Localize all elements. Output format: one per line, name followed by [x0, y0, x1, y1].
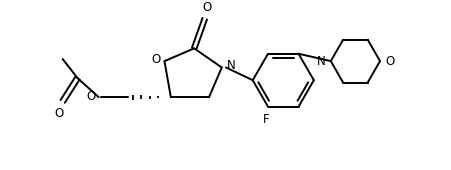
- Text: O: O: [152, 53, 161, 66]
- Text: O: O: [86, 90, 96, 103]
- Text: F: F: [262, 113, 269, 126]
- Text: O: O: [55, 107, 64, 120]
- Text: O: O: [202, 2, 211, 14]
- Text: N: N: [316, 55, 325, 68]
- Text: O: O: [384, 55, 393, 68]
- Text: N: N: [226, 59, 235, 72]
